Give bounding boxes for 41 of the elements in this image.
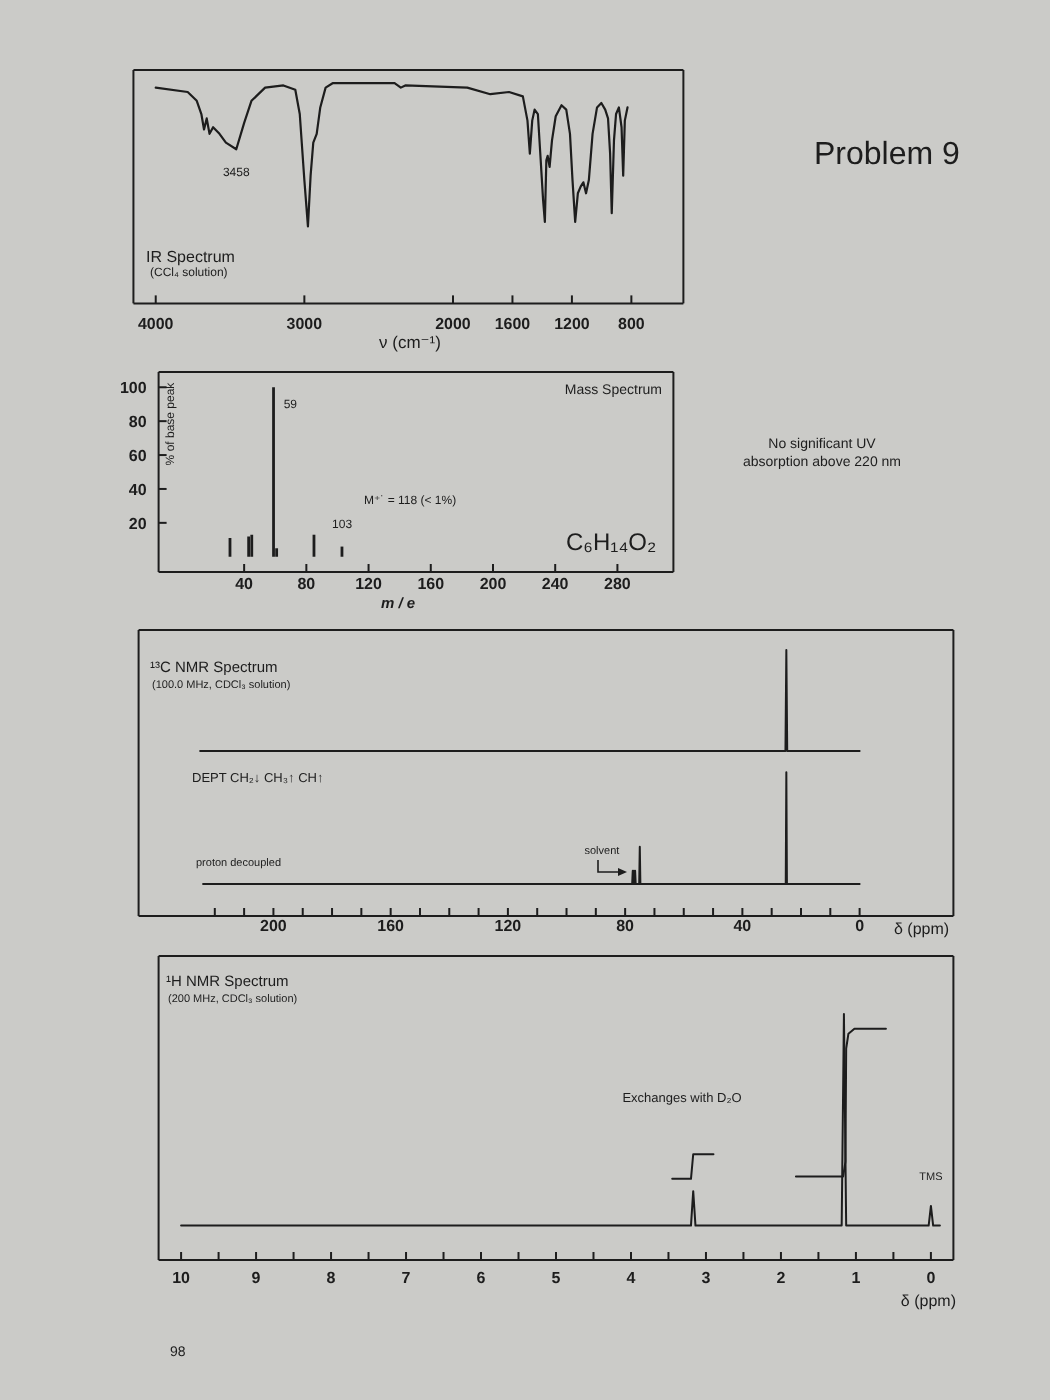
x-tick-label: 0	[926, 1269, 937, 1288]
x-tick-label: 40	[733, 917, 753, 936]
x-tick-label: 120	[494, 917, 523, 936]
x-tick-label: 160	[417, 575, 446, 594]
x-tick-label: 8	[326, 1269, 337, 1288]
x-axis-title: ν (cm⁻¹)	[379, 332, 441, 354]
x-tick-label: 800	[618, 314, 646, 333]
x-tick-label: 40	[235, 575, 255, 594]
x-tick-label: 120	[355, 575, 383, 594]
x-tick-label: 1200	[554, 314, 591, 333]
x-tick-label: 9	[251, 1269, 262, 1288]
x-tick-label: 2	[776, 1269, 787, 1288]
text: Problem 9	[814, 136, 960, 176]
x-axis-title: δ (ppm)	[900, 1292, 956, 1312]
x-tick-label: 80	[297, 575, 317, 594]
x-tick-label: 6	[476, 1269, 487, 1288]
y-tick-label: 100	[119, 378, 148, 397]
x-tick-label: 80	[616, 917, 636, 936]
annotation: C₆H₁₄O₂	[566, 528, 657, 558]
y-tick-label: 60	[128, 446, 148, 465]
x-tick-label: 0	[855, 917, 866, 936]
y-tick-label: 40	[128, 480, 148, 499]
y-tick-label: 80	[128, 412, 148, 431]
x-tick-label: 2000	[435, 314, 472, 333]
x-tick-label: 7	[401, 1269, 412, 1288]
x-tick-label: 4000	[137, 314, 175, 333]
x-tick-label: 1	[851, 1269, 862, 1288]
x-tick-label: 10	[172, 1269, 192, 1288]
x-axis-title: δ (ppm)	[894, 919, 950, 939]
x-tick-label: 3	[701, 1269, 712, 1288]
text: IR Spectrum	[146, 248, 235, 267]
x-tick-label: 5	[551, 1269, 562, 1288]
x-tick-label: 240	[541, 575, 570, 594]
x-tick-label: 3000	[286, 314, 324, 333]
x-tick-label: 280	[604, 575, 632, 594]
y-tick-label: 20	[128, 514, 148, 533]
x-tick-label: 160	[377, 917, 406, 936]
x-tick-label: 200	[260, 917, 288, 936]
x-tick-label: 1600	[494, 314, 532, 333]
x-tick-label: 4	[626, 1269, 637, 1288]
x-tick-label: 200	[479, 575, 508, 594]
